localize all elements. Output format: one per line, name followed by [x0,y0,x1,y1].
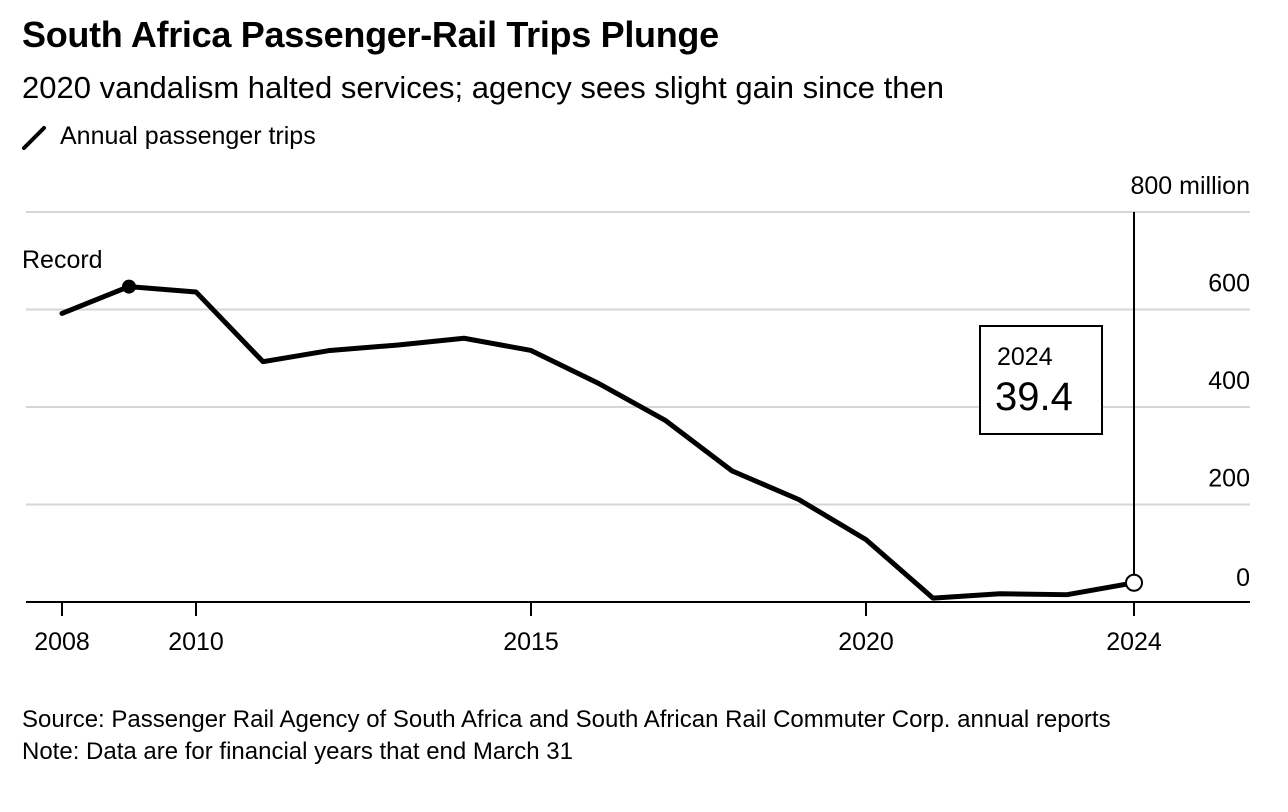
data-note: Note: Data are for financial years that … [22,738,573,765]
legend: Annual passenger trips [22,122,316,151]
legend-label: Annual passenger trips [60,122,316,150]
record-label: Record [22,246,103,274]
chart-plot-area: 800 million 600 400 200 0 2008 2010 2015 2020 20… [22,172,1250,656]
chart-footer: Source: Passenger Rail Agency of South A… [22,704,1242,768]
y-tick-label: 800 million [1130,172,1250,200]
series-line-annual-passenger-trips [59,284,1137,601]
x-tick-label: 2015 [503,628,559,656]
y-tick-label: 600 [1208,270,1250,298]
source-note: Source: Passenger Rail Agency of South A… [22,706,1111,733]
callout-year-label: 2024 [997,343,1053,371]
x-tick-label: 2020 [838,628,894,656]
y-tick-label: 200 [1208,465,1250,493]
callout-box [979,325,1103,435]
y-tick-label: 400 [1208,367,1250,395]
latest-value-marker [1125,573,1143,592]
x-tick-label: 2024 [1106,628,1162,656]
chart-subtitle: 2020 vandalism halted services; agency s… [22,70,944,105]
chart-title: South Africa Passenger-Rail Trips Plunge [22,14,719,55]
x-tick-label: 2010 [168,628,224,656]
record-marker [122,279,136,294]
y-tick-label: 0 [1236,564,1250,592]
legend-line-icon [22,125,46,150]
callout-value-label: 39.4 [995,375,1073,419]
x-tick-label: 2008 [34,628,90,656]
